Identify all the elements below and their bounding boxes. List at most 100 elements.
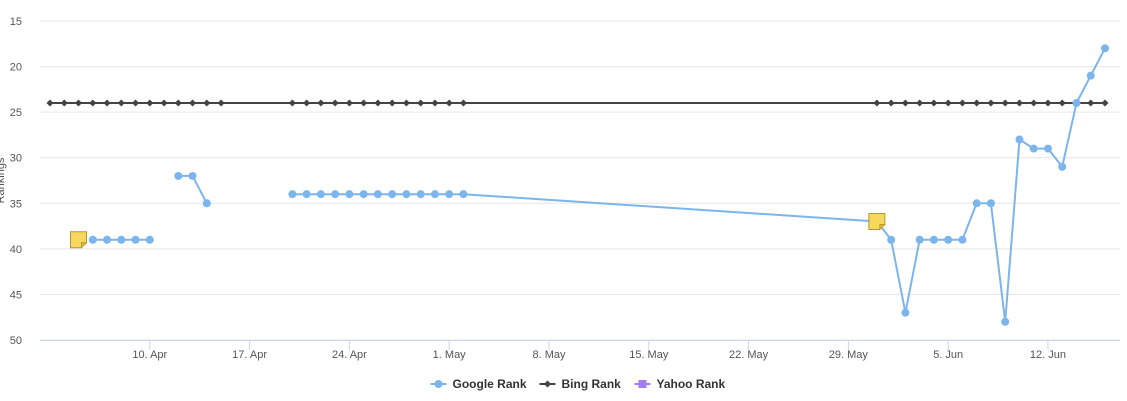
data-point[interactable] (929, 235, 938, 244)
data-point[interactable] (374, 99, 382, 107)
x-tick-label: 5. Jun (933, 349, 963, 361)
note-icon[interactable] (70, 231, 88, 249)
data-point[interactable] (316, 190, 325, 199)
data-point[interactable] (1015, 135, 1024, 144)
data-point[interactable] (345, 190, 354, 199)
data-point[interactable] (402, 190, 411, 199)
data-point[interactable] (445, 99, 453, 107)
data-point[interactable] (901, 308, 910, 317)
data-point[interactable] (973, 99, 981, 107)
series-layer (46, 44, 1109, 326)
data-point[interactable] (373, 190, 382, 199)
data-point[interactable] (131, 235, 140, 244)
y-tick-label: 15 (10, 16, 22, 28)
data-point[interactable] (88, 235, 97, 244)
data-point[interactable] (958, 99, 966, 107)
data-point[interactable] (1058, 162, 1067, 171)
legend-item-yahoo-rank[interactable]: Yahoo Rank (634, 377, 726, 391)
data-point[interactable] (117, 235, 126, 244)
legend-item-google-rank[interactable]: Google Rank (430, 377, 527, 391)
data-point[interactable] (303, 99, 311, 107)
data-point[interactable] (459, 99, 467, 107)
data-point[interactable] (430, 190, 439, 199)
data-point[interactable] (302, 190, 311, 199)
legend-marker[interactable] (638, 380, 647, 388)
data-point[interactable] (887, 99, 895, 107)
series-line (292, 47, 1106, 323)
data-point[interactable] (958, 235, 967, 244)
data-point[interactable] (388, 99, 396, 107)
data-point[interactable] (987, 99, 995, 107)
legend-label: Bing Rank (562, 377, 622, 391)
data-point[interactable] (986, 199, 995, 208)
data-point[interactable] (331, 99, 339, 107)
data-point[interactable] (1001, 317, 1010, 326)
data-point[interactable] (288, 99, 296, 107)
data-point[interactable] (944, 99, 952, 107)
data-point[interactable] (915, 235, 924, 244)
legend[interactable]: Google Rank Bing Rank Yahoo Rank (430, 377, 726, 391)
y-tick-label: 30 (10, 153, 22, 165)
data-point[interactable] (1015, 99, 1023, 107)
data-point[interactable] (60, 99, 68, 107)
data-point[interactable] (203, 99, 211, 107)
data-point[interactable] (445, 190, 454, 199)
data-point[interactable] (873, 99, 881, 107)
data-point[interactable] (117, 99, 125, 107)
data-point[interactable] (103, 99, 111, 107)
data-point[interactable] (916, 99, 924, 107)
data-point[interactable] (901, 99, 909, 107)
data-point[interactable] (145, 235, 154, 244)
data-point[interactable] (174, 171, 183, 180)
data-point[interactable] (1087, 99, 1095, 107)
x-tick-label: 8. May (532, 349, 566, 361)
data-point[interactable] (402, 99, 410, 107)
data-point[interactable] (359, 190, 368, 199)
data-point[interactable] (1044, 99, 1052, 107)
data-point[interactable] (132, 99, 140, 107)
data-point[interactable] (972, 199, 981, 208)
data-point[interactable] (1029, 144, 1038, 153)
data-point[interactable] (331, 190, 340, 199)
data-point[interactable] (317, 99, 325, 107)
data-point[interactable] (930, 99, 938, 107)
data-point[interactable] (388, 190, 397, 199)
data-point[interactable] (345, 99, 353, 107)
legend-marker[interactable] (544, 380, 551, 388)
data-point[interactable] (189, 99, 197, 107)
data-point[interactable] (89, 99, 97, 107)
data-point[interactable] (944, 235, 953, 244)
data-point[interactable] (416, 190, 425, 199)
note-icon[interactable] (868, 213, 886, 231)
data-point[interactable] (431, 99, 439, 107)
data-point[interactable] (160, 99, 168, 107)
data-point[interactable] (1043, 144, 1052, 153)
data-point[interactable] (1086, 71, 1095, 80)
data-point[interactable] (174, 99, 182, 107)
data-point[interactable] (1101, 99, 1109, 107)
legend-item-bing-rank[interactable]: Bing Rank (539, 377, 622, 391)
data-point[interactable] (459, 190, 468, 199)
legend-marker[interactable] (434, 380, 443, 388)
data-point[interactable] (1001, 99, 1009, 107)
data-point[interactable] (1072, 99, 1081, 108)
data-point[interactable] (217, 99, 225, 107)
x-tick-label: 15. May (629, 349, 669, 361)
data-point[interactable] (417, 99, 425, 107)
data-point[interactable] (1058, 99, 1066, 107)
data-point[interactable] (360, 99, 368, 107)
data-point[interactable] (46, 99, 54, 107)
data-point[interactable] (887, 235, 896, 244)
y-tick-label: 35 (10, 198, 22, 210)
data-point[interactable] (75, 99, 83, 107)
data-point[interactable] (288, 190, 297, 199)
data-point[interactable] (1101, 44, 1109, 53)
data-point[interactable] (146, 99, 154, 107)
data-point[interactable] (103, 235, 112, 244)
x-tick-label: 22. May (729, 349, 769, 361)
data-point[interactable] (1030, 99, 1038, 107)
data-point[interactable] (188, 171, 197, 180)
data-point[interactable] (202, 199, 211, 208)
